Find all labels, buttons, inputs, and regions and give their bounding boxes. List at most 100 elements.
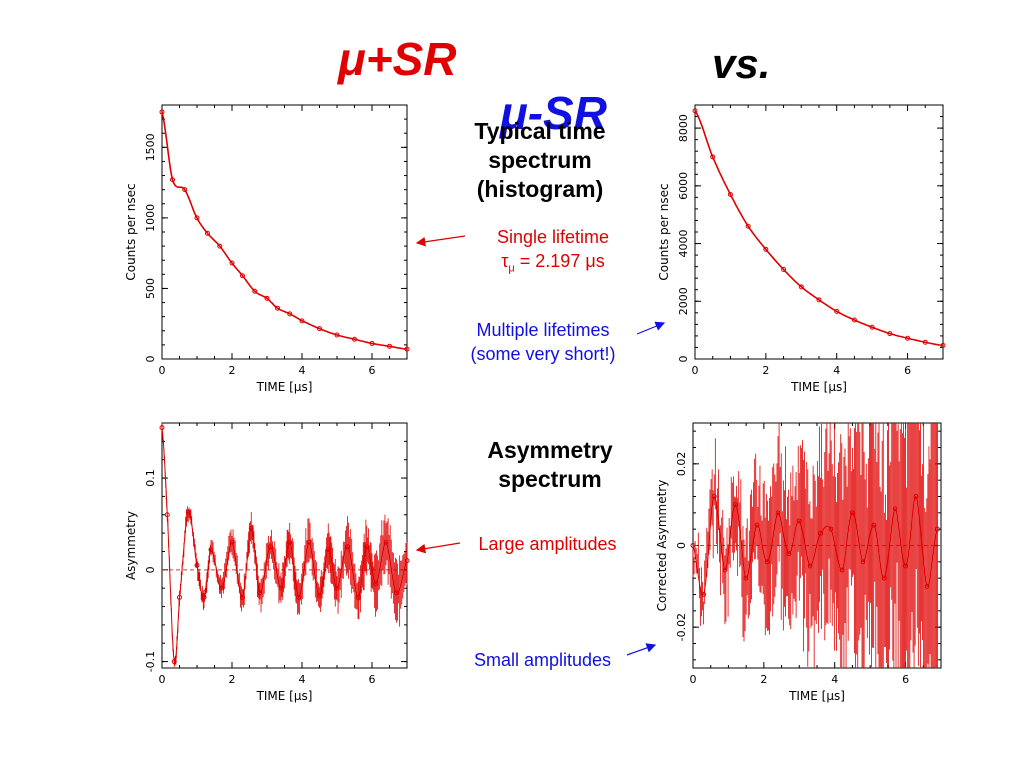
data-point xyxy=(229,539,235,545)
multiple-lifetimes-note: Multiple lifetimes (some very short!) xyxy=(448,318,638,366)
data-point xyxy=(317,593,322,599)
x-tick-label: 6 xyxy=(369,364,376,377)
data-point xyxy=(796,518,802,524)
multiple-line-2: (some very short!) xyxy=(470,344,616,364)
data-point xyxy=(217,243,223,249)
data-point xyxy=(733,502,739,508)
series-line xyxy=(161,427,408,666)
data-point xyxy=(306,539,312,545)
data-point xyxy=(940,342,946,348)
x-tick-label: 6 xyxy=(904,364,911,377)
data-point xyxy=(355,594,361,600)
x-tick-label: 2 xyxy=(760,673,767,686)
data-point xyxy=(205,230,210,236)
data-point xyxy=(839,567,845,573)
y-axis-label: Counts per nsec xyxy=(124,183,138,280)
data-point xyxy=(722,567,728,573)
data-point xyxy=(710,154,716,160)
typical-line-1: Typical time xyxy=(474,118,606,144)
data-point xyxy=(851,317,857,323)
y-tick-label: 0 xyxy=(677,356,690,363)
data-point xyxy=(727,191,733,197)
data-point xyxy=(743,575,749,581)
data-point xyxy=(711,494,717,499)
data-point xyxy=(834,308,840,314)
mu-plus-sr-title: μ+SR xyxy=(338,33,457,85)
data-point xyxy=(369,340,375,346)
data-point xyxy=(264,295,270,301)
y-tick-label: 8000 xyxy=(677,114,690,142)
data-point xyxy=(229,260,235,266)
data-point xyxy=(818,530,824,536)
y-tick-label: 0 xyxy=(144,566,157,573)
large-amplitudes-note: Large amplitudes xyxy=(478,534,617,554)
chart-minus-asymmetry: 0 2 4 6 -0.02 0 0.02 TIME [μs] Corrected Asymmet… xyxy=(655,422,942,703)
data-point xyxy=(275,305,280,311)
data-point xyxy=(317,326,322,332)
y-tick-label: -0.1 xyxy=(144,651,157,672)
single-line-2: τμ = 2.197 μs xyxy=(478,249,628,281)
x-tick-label: 4 xyxy=(833,364,840,377)
data-point xyxy=(887,331,893,337)
data-point xyxy=(934,526,940,532)
data-point xyxy=(287,539,293,545)
typical-line-2: spectrum xyxy=(488,147,592,173)
data-point xyxy=(201,594,207,600)
data-point xyxy=(394,590,399,596)
data-point xyxy=(903,563,909,569)
x-axis-label: TIME [μs] xyxy=(256,380,313,394)
y-axis-label: Asymmetry xyxy=(124,511,138,580)
small-amplitudes-note: Small amplitudes xyxy=(473,650,612,670)
data-point xyxy=(786,551,792,557)
data-point xyxy=(860,559,866,565)
y-tick-label: 1500 xyxy=(144,133,157,161)
x-tick-label: 0 xyxy=(690,673,697,686)
y-tick-label: 4000 xyxy=(677,230,690,258)
x-tick-label: 0 xyxy=(692,364,699,377)
data-point xyxy=(754,522,760,528)
tau-subscript: μ xyxy=(508,262,515,275)
x-tick-label: 4 xyxy=(299,364,306,377)
data-point xyxy=(690,543,696,548)
data-point xyxy=(849,510,855,516)
data-point xyxy=(159,425,165,431)
data-point xyxy=(296,594,301,600)
data-point xyxy=(182,187,188,193)
data-point xyxy=(798,284,804,290)
data-point xyxy=(816,297,822,303)
typical-line-3: (histogram) xyxy=(476,176,604,202)
y-tick-label: 6000 xyxy=(677,172,690,200)
asym-line-1: Asymmetry xyxy=(487,437,613,463)
data-point xyxy=(268,544,273,550)
x-tick-label: 0 xyxy=(159,364,166,377)
data-point xyxy=(170,177,175,183)
x-axis-label: TIME [μs] xyxy=(790,380,847,394)
x-axis-label: TIME [μs] xyxy=(788,689,845,703)
data-point xyxy=(913,494,919,499)
arrow-large-amplitudes xyxy=(415,542,461,554)
x-tick-label: 4 xyxy=(299,673,306,686)
x-tick-label: 0 xyxy=(159,673,166,686)
data-point xyxy=(278,585,284,591)
data-point xyxy=(364,544,370,550)
y-tick-label: 0.02 xyxy=(675,452,688,477)
data-point xyxy=(881,575,887,581)
data-point xyxy=(252,288,258,294)
series-line xyxy=(692,495,938,597)
data-point xyxy=(177,594,182,600)
asym-line-2: spectrum xyxy=(498,466,602,492)
lifetime-value: = 2.197 μs xyxy=(514,251,605,271)
data-point xyxy=(763,246,769,252)
tau-symbol: τ xyxy=(501,251,509,271)
data-point xyxy=(692,108,698,114)
data-point xyxy=(219,585,224,591)
data-point xyxy=(194,215,200,221)
typical-spectrum-label: Typical time spectrum (histogram) xyxy=(440,117,640,204)
data-point xyxy=(240,273,245,279)
data-point xyxy=(924,583,930,589)
data-point xyxy=(164,512,170,518)
plot-frame xyxy=(694,104,944,360)
chart-plus-histogram: 0 2 4 6 0 500 1000 1500 TIME [μs] Counts per nsec xyxy=(124,104,410,394)
chart-minus-histogram: 0 2 4 6 0 2000 4000 6000 8000 TIME [μs] Counts per… xyxy=(657,104,946,394)
